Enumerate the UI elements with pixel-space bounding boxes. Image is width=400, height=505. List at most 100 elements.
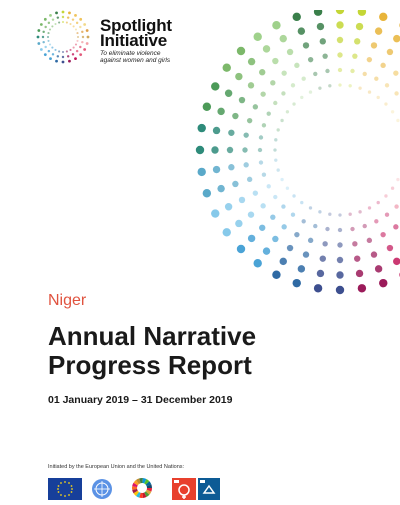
ring-dot <box>386 48 394 56</box>
ring-dot <box>43 53 47 57</box>
ring-dot <box>39 48 43 51</box>
ring-dot <box>292 194 296 198</box>
ring-dot <box>374 27 383 35</box>
ring-dot <box>242 147 248 153</box>
decorative-dot-ring <box>195 10 400 295</box>
ring-dot <box>75 49 79 53</box>
ring-dot <box>238 196 246 204</box>
ring-dot <box>301 219 306 224</box>
ring-dot <box>232 180 239 188</box>
ring-dot <box>276 128 280 132</box>
sdg-wheel-segment <box>146 488 152 492</box>
ring-dot <box>49 13 52 17</box>
ring-dot <box>290 212 296 217</box>
ring-dot <box>281 70 287 76</box>
ring-dot <box>76 32 79 35</box>
ring-dot <box>252 104 259 110</box>
ring-dot <box>262 247 271 255</box>
ring-dot <box>273 100 278 106</box>
ring-dot <box>322 53 328 59</box>
ring-dot <box>337 227 343 233</box>
ring-dot <box>300 200 304 205</box>
ring-dot <box>54 48 57 52</box>
ring-dot <box>56 55 60 58</box>
logo-tagline-line1: To eliminate violence <box>100 50 161 57</box>
ring-dot <box>292 278 301 288</box>
sdg-wheel-segment <box>145 481 152 487</box>
ring-dot <box>55 59 58 63</box>
ring-dot <box>337 67 343 73</box>
initiated-by-text: Initiated by the European Union and the … <box>48 464 185 470</box>
sdg-wheel-icon <box>132 478 152 498</box>
sdg-wheel-segment <box>146 484 152 488</box>
spotlight-initiative-logo: Spotlight Initiative To eliminate violen… <box>36 8 196 68</box>
ring-dot <box>81 30 84 34</box>
ring-dot <box>374 76 379 81</box>
ring-dot <box>322 241 328 247</box>
ring-dot <box>316 269 325 278</box>
ring-dot <box>195 145 205 155</box>
ring-dot <box>235 72 243 81</box>
ring-dot <box>42 30 45 34</box>
sdg-wheel-segment <box>135 491 141 498</box>
ring-dot <box>328 84 332 88</box>
ring-dot <box>302 42 310 49</box>
report-period: 01 January 2019 – 31 December 2019 <box>48 394 233 406</box>
sdg-wheel-segment <box>144 479 150 485</box>
ring-dot <box>72 25 75 28</box>
ring-dot <box>66 55 70 58</box>
ring-dot <box>286 244 294 252</box>
logo-dot-ring-icon <box>36 10 90 64</box>
ring-dot <box>393 70 399 76</box>
ring-dot <box>366 56 373 63</box>
ring-dot <box>79 53 83 57</box>
ring-dot <box>281 91 286 96</box>
ring-dot <box>354 255 361 262</box>
ring-dot <box>352 241 358 247</box>
ring-dot <box>272 270 281 279</box>
ring-dot <box>258 135 264 140</box>
report-title-line2: Progress Report <box>48 350 252 380</box>
ring-dot <box>308 206 313 210</box>
ring-dot <box>370 42 378 49</box>
ring-dot <box>297 265 306 273</box>
ring-dot <box>197 167 206 177</box>
logo-tagline: To eliminate violence against women and … <box>100 50 190 64</box>
ring-dot <box>336 271 344 279</box>
ring-dot <box>262 45 271 53</box>
ring-dot <box>370 251 378 258</box>
ring-dot <box>83 48 87 51</box>
ring-dot <box>366 237 373 244</box>
sdg-wheel-segment <box>135 478 141 485</box>
ring-dot <box>380 231 386 238</box>
ring-dot <box>362 71 367 77</box>
ring-dot <box>280 177 284 182</box>
ring-dot <box>348 84 352 88</box>
ring-dot <box>367 90 372 94</box>
ring-dot <box>313 71 318 77</box>
ring-dot <box>393 224 399 230</box>
ring-dot <box>376 200 380 205</box>
ring-dot <box>300 95 304 100</box>
ring-dot <box>390 110 395 114</box>
ring-dot <box>211 82 220 91</box>
sdg-wheel-segment <box>132 486 138 490</box>
ring-dot <box>308 90 313 94</box>
ring-dot <box>272 21 281 30</box>
ring-dot <box>48 28 52 31</box>
ring-dot <box>47 21 51 25</box>
ring-dot <box>367 206 372 210</box>
report-title-line1: Annual Narrative <box>48 321 257 351</box>
logo-title-line2: Initiative <box>100 31 167 50</box>
ring-dot <box>58 50 61 53</box>
ring-dot <box>258 160 264 165</box>
ring-dot <box>37 29 41 32</box>
ring-dot <box>65 50 68 53</box>
ring-dot <box>273 194 278 200</box>
ring-dot <box>37 42 41 45</box>
ring-dot <box>222 63 231 72</box>
ring-dot <box>68 59 71 63</box>
ring-dot <box>396 118 400 123</box>
sdg-wheel-segment <box>139 492 143 498</box>
ring-dot <box>266 111 271 116</box>
